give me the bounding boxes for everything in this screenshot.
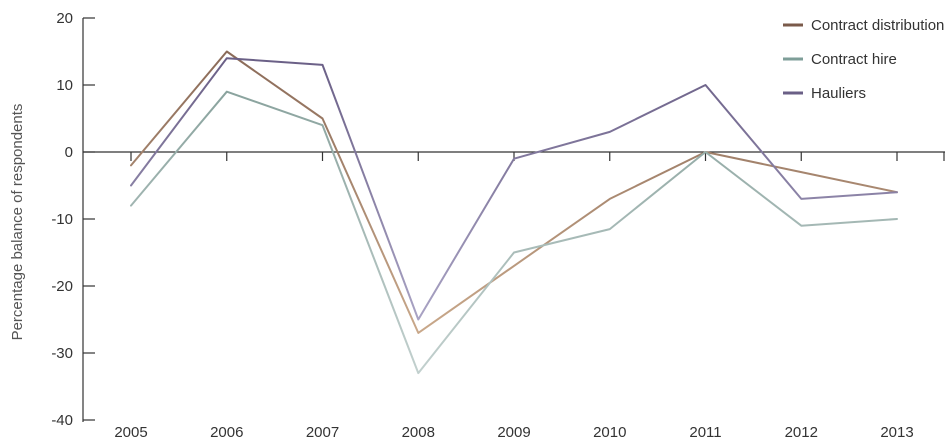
y-tick-label: 0 (65, 144, 73, 161)
x-tick-label: 2010 (593, 424, 626, 441)
x-tick-label: 2013 (880, 424, 913, 441)
series-line-contract-distribution (130, 50, 898, 334)
legend-label-contract-hire: Contract hire (811, 51, 897, 68)
x-tick-label: 2012 (785, 424, 818, 441)
x-tick-label: 2011 (689, 424, 721, 441)
legend-label-hauliers: Hauliers (811, 85, 866, 102)
series-line-hauliers (130, 57, 898, 321)
y-axis-title: Percentage balance of respondents (9, 104, 26, 341)
legend-label-contract-distribution: Contract distribution (811, 17, 944, 34)
y-tick-label: -20 (51, 278, 73, 295)
y-tick-label: 10 (56, 77, 73, 94)
x-tick-label: 2009 (497, 424, 530, 441)
x-tick-label: 2006 (210, 424, 243, 441)
series-line-contract-hire (130, 90, 898, 375)
series-lines (130, 50, 898, 375)
y-tick-label: -10 (51, 211, 73, 228)
legend: Contract distribution Contract hire Haulie… (783, 17, 944, 102)
y-tick-label: -30 (51, 345, 73, 362)
x-tick-label: 2005 (114, 424, 147, 441)
x-tick-label: 2008 (402, 424, 435, 441)
x-tick-label: 2007 (306, 424, 339, 441)
y-tick-label: -40 (51, 412, 73, 429)
y-tick-label: 20 (56, 10, 73, 27)
